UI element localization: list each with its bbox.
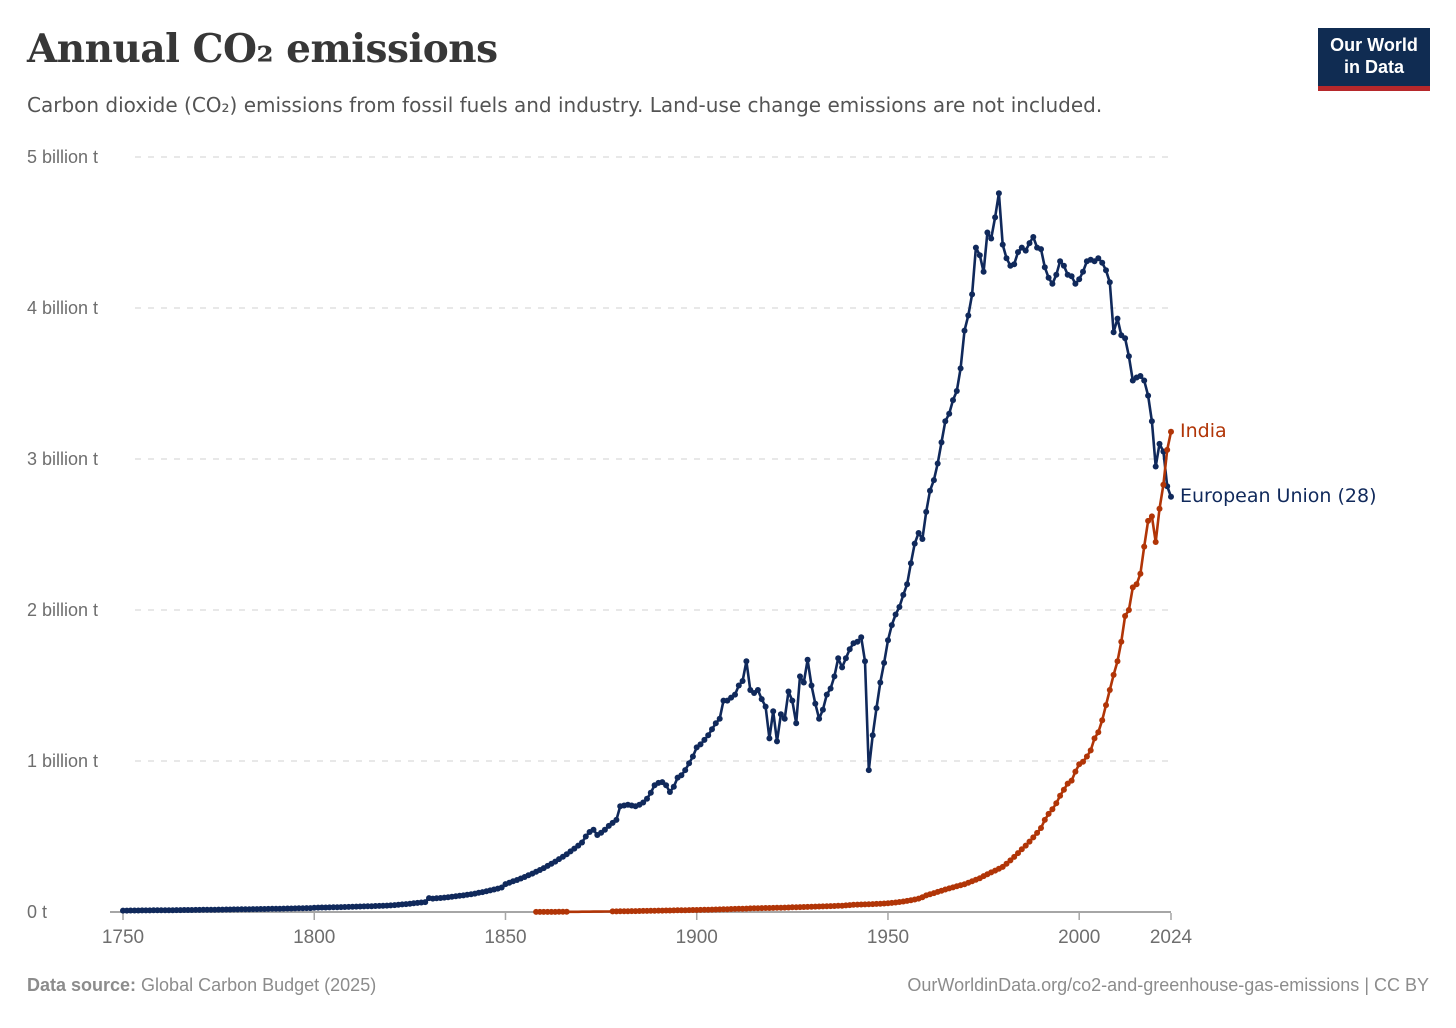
data-source-value: Global Carbon Budget (2025) <box>136 975 377 995</box>
chart-subtitle: Carbon dioxide (CO₂) emissions from foss… <box>27 93 1103 117</box>
y-axis-labels: 0 t 1 billion t 2 billion t 3 billion t 4 bi… <box>27 147 98 922</box>
svg-text:1800: 1800 <box>293 927 335 948</box>
svg-text:5 billion t: 5 billion t <box>27 147 98 167</box>
x-axis: 1750 1800 1850 1900 1950 2000 2024 <box>102 911 1193 948</box>
series-india <box>533 428 1174 915</box>
footer-link[interactable]: OurWorldinData.org/co2-and-greenhouse-ga… <box>907 975 1429 995</box>
svg-text:0 t: 0 t <box>27 902 47 922</box>
svg-text:1850: 1850 <box>484 927 526 948</box>
data-source-note: Data source: Global Carbon Budget (2025) <box>27 975 376 996</box>
owid-logo[interactable]: Our World in Data <box>1318 28 1430 91</box>
series-label-european-union: European Union (28) <box>1180 484 1377 507</box>
owid-logo-line1: Our World <box>1330 35 1418 56</box>
series-label-india: India <box>1180 419 1227 442</box>
footer: Data source: Global Carbon Budget (2025)… <box>27 975 1429 996</box>
data-source-label: Data source: <box>27 975 137 995</box>
svg-text:1750: 1750 <box>102 927 144 948</box>
svg-text:2024: 2024 <box>1150 927 1193 948</box>
svg-text:1 billion t: 1 billion t <box>27 751 98 771</box>
svg-text:1950: 1950 <box>867 927 909 948</box>
svg-text:4 billion t: 4 billion t <box>27 298 98 318</box>
svg-text:2 billion t: 2 billion t <box>27 600 98 620</box>
page-title: Annual CO₂ emissions <box>27 26 498 72</box>
svg-text:1900: 1900 <box>676 927 718 948</box>
owid-logo-line2: in Data <box>1343 57 1404 77</box>
svg-text:2000: 2000 <box>1058 927 1100 948</box>
series-european-union <box>120 190 1174 914</box>
svg-text:3 billion t: 3 billion t <box>27 449 98 469</box>
gridlines <box>135 156 1171 762</box>
